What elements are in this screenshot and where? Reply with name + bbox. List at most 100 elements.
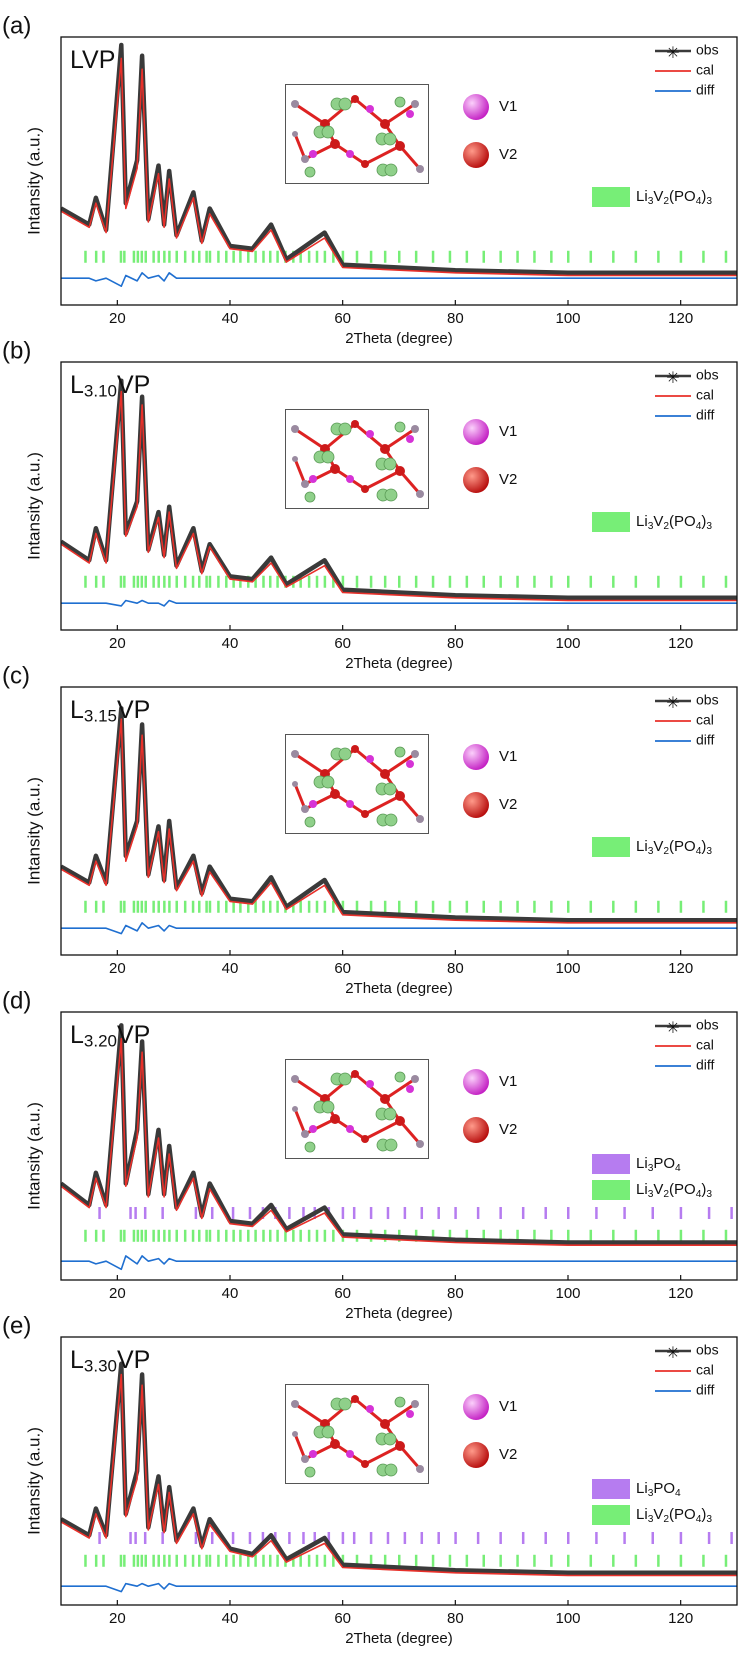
reflection-tick (567, 1230, 570, 1242)
site-sphere (463, 744, 489, 770)
reflection-tick (522, 1207, 525, 1219)
reflection-tick (567, 251, 570, 263)
reflection-tick (550, 251, 553, 263)
reflection-tick (247, 1230, 250, 1242)
reflection-tick (198, 901, 201, 913)
reflection-tick (152, 251, 155, 263)
legend-label: diff (696, 1382, 715, 1398)
x-tick-label: 100 (555, 960, 580, 977)
reflection-tick (316, 576, 319, 588)
reflection-tick (95, 1555, 98, 1567)
legend-label: obs (696, 42, 719, 58)
reflection-tick (499, 576, 502, 588)
reflection-tick (262, 901, 265, 913)
reflection-tick (680, 251, 683, 263)
reflection-tick (254, 1555, 257, 1567)
legend-label: cal (696, 712, 714, 728)
reflection-tick (657, 576, 660, 588)
reflection-tick (102, 1230, 105, 1242)
reflection-tick (316, 1230, 319, 1242)
reflection-tick (652, 1532, 655, 1544)
x-tick-label: 40 (222, 310, 239, 327)
reflection-tick (141, 251, 144, 263)
reflection-tick (415, 576, 418, 588)
panel-label: (b) (2, 337, 31, 364)
legend-label: obs (696, 692, 719, 708)
reflection-tick (398, 576, 401, 588)
reflection-tick (205, 901, 208, 913)
reflection-tick (120, 1230, 123, 1242)
legend-label: obs (696, 1342, 719, 1358)
reflection-tick (299, 1230, 302, 1242)
reflection-tick (725, 251, 728, 263)
reflection-tick (225, 1230, 228, 1242)
reflection-tick (533, 1555, 536, 1567)
reflection-tick (145, 251, 148, 263)
reflection-tick (288, 1207, 291, 1219)
reflection-tick (316, 251, 319, 263)
reflection-tick (432, 251, 435, 263)
reflection-tick (262, 1230, 265, 1242)
x-tick-label: 100 (555, 1610, 580, 1627)
reflection-tick (262, 576, 265, 588)
reflection-tick (567, 1207, 570, 1219)
structure-inset (286, 1385, 429, 1484)
y-axis-label: Intansity (a.u.) (24, 1427, 43, 1535)
reflection-tick (544, 1532, 547, 1544)
reflection-tick (483, 1555, 486, 1567)
site-sphere (463, 1442, 489, 1468)
plot-frame (61, 37, 737, 305)
reflection-tick (730, 1532, 733, 1544)
reflection-tick (217, 901, 220, 913)
reflection-tick (198, 251, 201, 263)
x-tick-label: 60 (334, 960, 351, 977)
reflection-tick (398, 901, 401, 913)
reflection-tick (102, 576, 105, 588)
reflection-tick (141, 1555, 144, 1567)
panel-title: L3.20VP (70, 1021, 150, 1051)
reflection-tick (652, 1207, 655, 1219)
reflection-tick (725, 901, 728, 913)
x-axis-label: 2Theta (degree) (345, 1630, 453, 1647)
x-tick-label: 20 (109, 635, 126, 652)
reflection-tick (387, 1532, 390, 1544)
series-line (61, 381, 737, 598)
reflection-tick (370, 901, 373, 913)
legend-marker: ✳ (666, 1020, 679, 1037)
reflection-tick (157, 1230, 160, 1242)
reflection-tick (123, 251, 126, 263)
legend-swatch (592, 1479, 630, 1499)
x-tick-label: 120 (668, 1610, 693, 1627)
site-sphere (463, 1394, 489, 1420)
x-tick-label: 40 (222, 1610, 239, 1627)
reflection-tick (232, 1555, 235, 1567)
reflection-tick (168, 251, 171, 263)
reflection-tick (449, 576, 452, 588)
reflection-tick (308, 576, 311, 588)
reflection-tick (657, 1230, 660, 1242)
series-line (61, 45, 737, 273)
site-sphere (463, 142, 489, 168)
reflection-tick (730, 1207, 733, 1219)
site-sphere (463, 419, 489, 445)
legend-label: Li3V2(PO4)3 (636, 1181, 712, 1199)
reflection-tick (657, 1555, 660, 1567)
x-tick-label: 80 (447, 1610, 464, 1627)
reflection-tick (247, 251, 250, 263)
reflection-tick (157, 251, 160, 263)
structure-inset (286, 735, 429, 834)
reflection-tick (192, 576, 195, 588)
x-tick-label: 120 (668, 635, 693, 652)
reflection-tick (217, 576, 220, 588)
reflection-tick (145, 901, 148, 913)
reflection-tick (324, 1230, 327, 1242)
reflection-tick (232, 1230, 235, 1242)
legend-marker: ✳ (666, 1345, 679, 1362)
x-tick-label: 60 (334, 1610, 351, 1627)
reflection-tick (353, 1532, 356, 1544)
reflection-tick (84, 901, 87, 913)
site-sphere (463, 1117, 489, 1143)
reflection-tick (680, 901, 683, 913)
legend-label: diff (696, 82, 715, 98)
x-tick-label: 100 (555, 635, 580, 652)
